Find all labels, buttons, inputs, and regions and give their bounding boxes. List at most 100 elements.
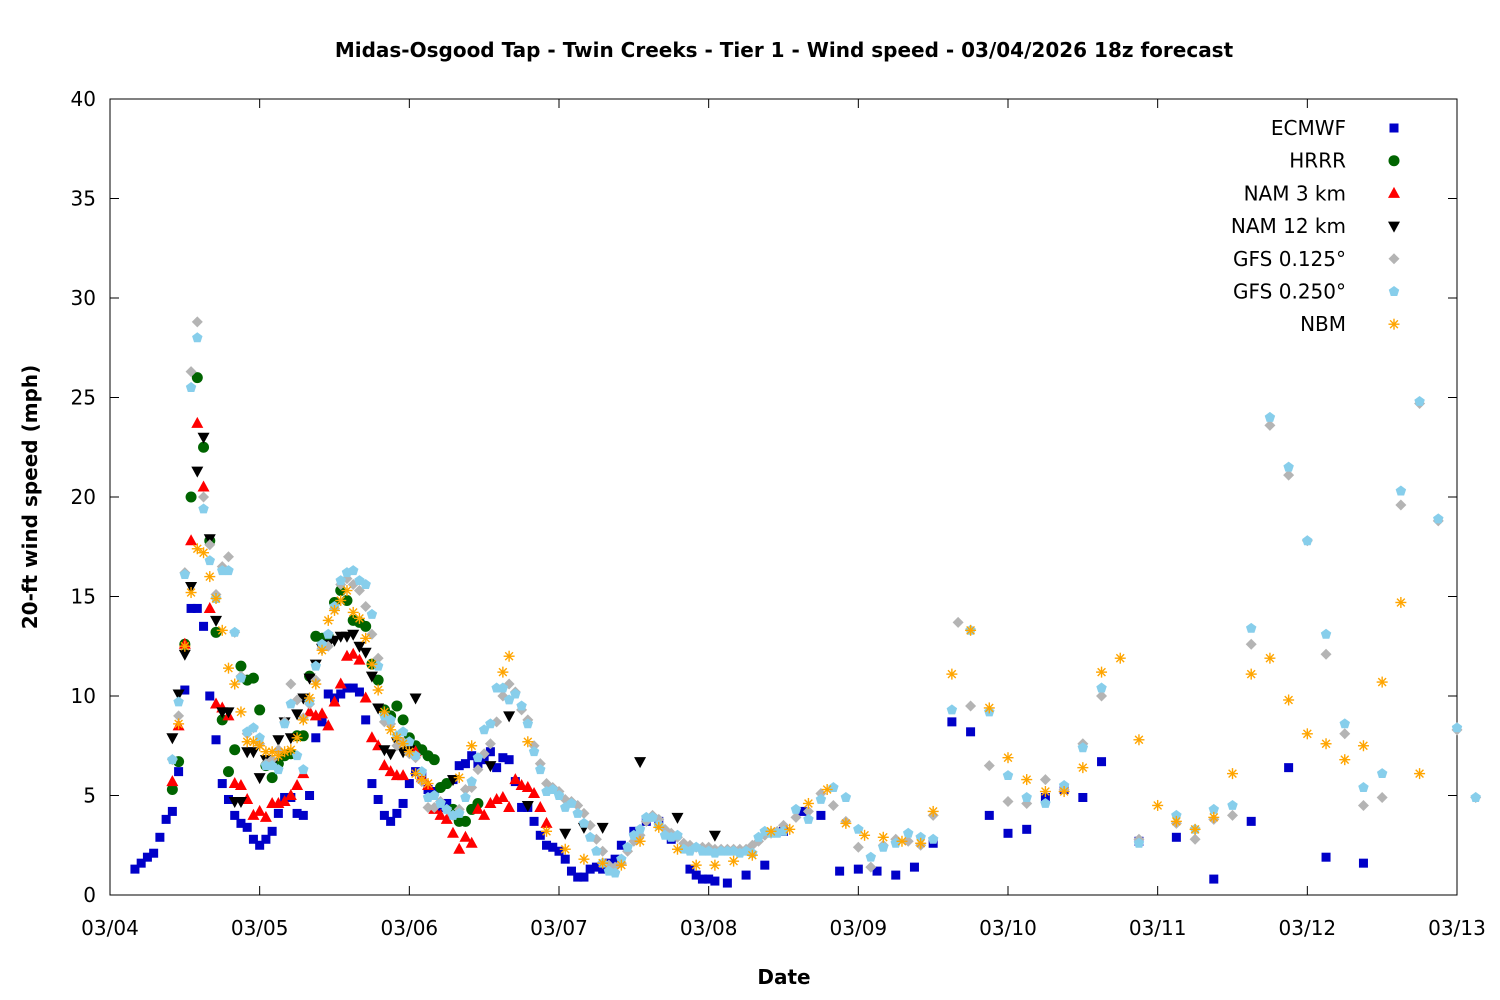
data-point — [1002, 770, 1014, 781]
data-point — [984, 810, 994, 820]
data-point — [1021, 791, 1032, 802]
y-tick-label: 10 — [71, 684, 96, 708]
data-points — [130, 316, 1482, 888]
data-point — [428, 754, 440, 766]
data-point — [261, 834, 271, 844]
data-point — [1021, 774, 1033, 786]
data-point — [198, 503, 209, 514]
data-point — [1245, 638, 1257, 650]
data-point — [1320, 628, 1332, 639]
y-tick-label: 30 — [71, 286, 96, 310]
data-point — [1301, 728, 1313, 740]
data-point — [765, 825, 777, 837]
data-point — [852, 841, 864, 853]
data-point — [365, 671, 378, 683]
data-point — [353, 641, 366, 653]
data-point — [316, 638, 328, 649]
data-point — [510, 688, 521, 699]
data-point — [653, 821, 665, 833]
legend-label: NAM 12 km — [1231, 214, 1346, 238]
data-point — [322, 719, 335, 731]
y-tick-label: 15 — [71, 585, 96, 609]
series-2 — [166, 416, 553, 854]
data-point — [1320, 648, 1332, 660]
data-point — [247, 736, 259, 748]
data-point — [254, 704, 266, 716]
data-point — [1096, 690, 1108, 702]
data-point — [1078, 792, 1088, 802]
data-point — [166, 733, 179, 745]
data-point — [197, 480, 210, 492]
data-point — [466, 740, 478, 752]
data-point — [952, 616, 964, 628]
data-point — [205, 691, 215, 701]
data-point — [392, 808, 402, 818]
data-point — [155, 832, 165, 842]
data-point — [1395, 596, 1407, 608]
data-point — [1002, 795, 1014, 807]
data-point — [297, 714, 309, 726]
data-point — [360, 579, 371, 590]
data-point — [185, 382, 197, 392]
data-point — [180, 685, 190, 695]
data-point — [827, 799, 839, 811]
data-point — [1264, 411, 1276, 422]
data-point — [199, 621, 209, 631]
data-point — [397, 714, 409, 726]
data-point — [179, 569, 191, 580]
data-point — [496, 790, 509, 802]
data-point — [167, 754, 178, 765]
data-point — [616, 840, 626, 850]
data-point — [254, 732, 265, 743]
data-point — [1096, 666, 1108, 678]
data-point — [672, 829, 683, 840]
data-point — [522, 736, 534, 748]
data-point — [167, 806, 177, 816]
data-point — [292, 808, 302, 818]
x-tick-label: 03/13 — [1428, 916, 1486, 940]
data-point — [379, 810, 389, 820]
data-point — [708, 830, 721, 842]
data-point — [422, 778, 434, 790]
data-point — [360, 620, 372, 632]
data-point — [216, 624, 228, 636]
data-point — [166, 784, 178, 796]
data-point — [790, 811, 802, 823]
data-point — [191, 543, 203, 555]
data-point — [797, 806, 807, 816]
data-point — [1321, 852, 1331, 862]
data-point — [229, 626, 240, 637]
data-point — [398, 798, 408, 808]
data-point — [802, 805, 814, 817]
data-point — [1339, 728, 1351, 740]
data-point — [440, 812, 453, 824]
data-point — [872, 866, 882, 876]
data-point — [316, 707, 329, 719]
data-point — [1077, 762, 1089, 774]
data-point — [372, 703, 385, 715]
data-point — [598, 864, 608, 874]
data-point — [267, 826, 277, 836]
data-point — [516, 700, 527, 711]
data-point — [460, 759, 470, 769]
data-point — [191, 466, 204, 478]
data-point — [877, 831, 889, 843]
data-point — [1022, 824, 1032, 834]
data-point — [222, 707, 235, 719]
data-point — [1002, 752, 1014, 764]
data-point — [391, 700, 403, 712]
data-point — [1245, 668, 1257, 680]
data-point — [453, 842, 466, 854]
legend-marker — [1388, 253, 1400, 265]
data-point — [211, 735, 221, 745]
data-point — [840, 817, 852, 829]
data-point — [367, 779, 377, 789]
x-tick-label: 03/10 — [979, 916, 1037, 940]
data-point — [361, 715, 371, 725]
data-point — [459, 830, 472, 842]
data-point — [323, 628, 334, 639]
data-point — [453, 772, 465, 784]
data-point — [465, 836, 478, 848]
data-point — [322, 614, 334, 626]
